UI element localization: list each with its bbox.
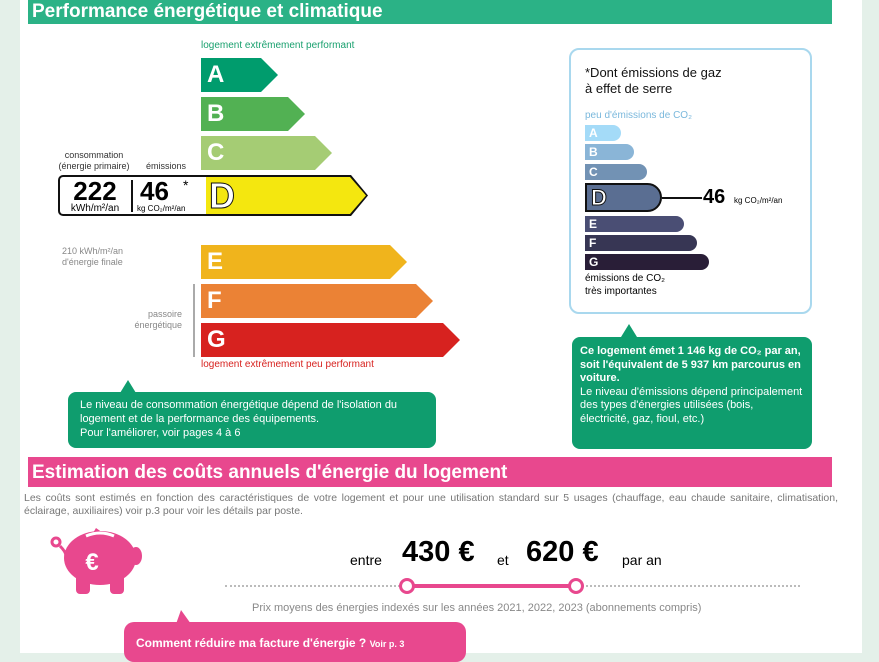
section-title-costs: Estimation des coûts annuels d'énergie d… bbox=[28, 457, 832, 487]
costs-callout[interactable]: Comment réduire ma facture d'énergie ? V… bbox=[124, 622, 466, 662]
consumption-callout: Le niveau de consommation énergétique dé… bbox=[68, 392, 436, 448]
energy-class-d: D bbox=[201, 175, 368, 216]
energy-class-e: E bbox=[201, 245, 407, 279]
cost-range-bar bbox=[407, 584, 576, 588]
ges-title: *Dont émissions de gaz à effet de serre bbox=[585, 65, 722, 96]
callout-text: Le niveau de consommation énergétique dé… bbox=[80, 399, 398, 425]
final-energy: 210 kWh/m²/an d'énergie finale bbox=[62, 246, 124, 267]
min-cost: 430 € bbox=[402, 536, 475, 568]
ges-unit: kg CO₂/m²/an bbox=[734, 196, 783, 205]
ges-value: 46 bbox=[703, 186, 726, 208]
ges-class-c: C bbox=[585, 164, 647, 180]
emissions-unit: kg CO₂/m²/an bbox=[137, 204, 186, 213]
callout-pointer bbox=[120, 380, 136, 393]
passoire-label: passoire énergétique bbox=[134, 309, 182, 330]
emissions-asterisk: * bbox=[183, 177, 189, 193]
energy-class-b: B bbox=[201, 97, 305, 131]
top-label: logement extrêmement performant bbox=[201, 40, 355, 51]
section-title-performance: Performance énergétique et climatique bbox=[28, 0, 832, 24]
energy-class-g: G bbox=[201, 323, 460, 357]
energy-class-f: F bbox=[201, 284, 433, 318]
ges-class-b: B bbox=[585, 144, 634, 160]
passoire-divider bbox=[193, 284, 195, 357]
emissions-value: 46 bbox=[140, 176, 169, 206]
costs-callout-link[interactable]: Voir p. 3 bbox=[369, 639, 405, 649]
consumption-unit: kWh/m²/an bbox=[70, 203, 120, 214]
ges-pointer-line bbox=[662, 197, 702, 199]
piggy-bank-icon: € bbox=[50, 528, 142, 594]
ges-callout-text: Le niveau d'émissions dépend principalem… bbox=[580, 385, 803, 425]
costs-description: Les coûts sont estimés en fonction des c… bbox=[24, 492, 838, 517]
svg-text:€: € bbox=[85, 549, 98, 576]
min-marker bbox=[399, 578, 415, 594]
prices-note: Prix moyens des énergies indexés sur les… bbox=[252, 602, 702, 614]
ges-callout: Ce logement émet 1 146 kg de CO₂ par an,… bbox=[572, 337, 812, 449]
value-box: 222 kWh/m²/an 46 * kg CO₂/m²/an bbox=[58, 175, 206, 216]
per-year-label: par an bbox=[622, 552, 662, 568]
energy-class-a: A bbox=[201, 58, 278, 92]
ges-class-g: G bbox=[585, 254, 709, 270]
ges-top-label: peu d'émissions de CO₂ bbox=[585, 110, 692, 121]
ges-callout-pointer bbox=[621, 324, 637, 337]
max-cost: 620 € bbox=[526, 536, 599, 568]
consumption-label: consommation (énergie primaire) bbox=[58, 150, 130, 171]
costs-callout-pointer bbox=[176, 610, 191, 624]
ges-callout-bold: Ce logement émet 1 146 kg de CO₂ par an,… bbox=[580, 345, 801, 384]
ges-bottom-label: émissions de CO₂ très importantes bbox=[585, 273, 666, 297]
ges-class-a: A bbox=[585, 125, 621, 141]
and-label: et bbox=[497, 552, 509, 568]
ges-class-e: E bbox=[585, 216, 684, 232]
consumption-value: 222 bbox=[73, 176, 117, 206]
ges-class-f: F bbox=[585, 235, 697, 251]
emissions-label: émissions bbox=[146, 161, 187, 171]
energy-class-c: C bbox=[201, 136, 332, 170]
max-marker bbox=[568, 578, 584, 594]
between-label: entre bbox=[350, 552, 382, 568]
bottom-label: logement extrêmement peu performant bbox=[201, 359, 374, 370]
costs-callout-text: Comment réduire ma facture d'énergie ? bbox=[136, 636, 367, 650]
improve-link[interactable]: Pour l'améliorer, voir pages 4 à 6 bbox=[80, 427, 241, 439]
ges-class-d: D bbox=[585, 183, 662, 212]
ges-box bbox=[569, 48, 812, 314]
